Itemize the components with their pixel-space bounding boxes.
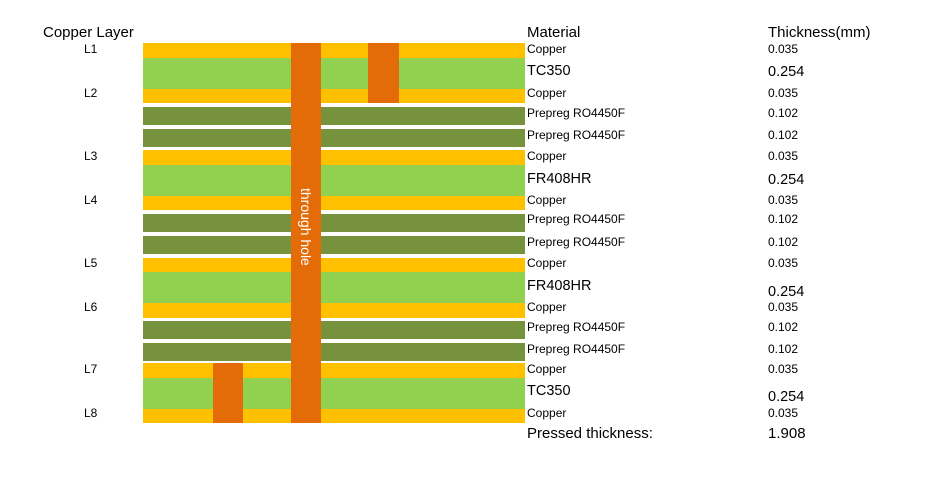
thickness-value: 0.035 — [768, 149, 799, 163]
copper-layer-band — [143, 363, 525, 378]
material-label: Copper — [527, 406, 567, 420]
thickness-value: 0.102 — [768, 212, 799, 226]
thickness-value: 0.035 — [768, 256, 799, 270]
material-label: FR408HR — [527, 171, 592, 187]
material-label: TC350 — [527, 383, 571, 399]
core-layer-band — [143, 58, 525, 89]
copper-layer-label: L7 — [84, 362, 98, 376]
copper-layer-band — [143, 409, 525, 423]
copper-layer-header: Copper Layer — [43, 24, 134, 41]
copper-layer-band — [143, 43, 525, 58]
material-label: Prepreg RO4450F — [527, 320, 626, 334]
pressed-thickness-value: 1.908 — [768, 425, 806, 442]
prepreg-layer-band — [143, 321, 525, 339]
thickness-value: 0.102 — [768, 320, 799, 334]
thickness-value: 0.102 — [768, 128, 799, 142]
copper-layer-label: L8 — [84, 406, 98, 420]
thickness-value: 0.035 — [768, 406, 799, 420]
prepreg-layer-band — [143, 236, 525, 254]
copper-layer-label: L1 — [84, 42, 98, 56]
through-hole-via: through hole — [291, 43, 321, 423]
thickness-value: 0.254 — [768, 389, 805, 405]
material-label: Copper — [527, 149, 567, 163]
core-layer-band — [143, 272, 525, 303]
thickness-value: 0.035 — [768, 86, 799, 100]
thickness-value: 0.035 — [768, 362, 799, 376]
material-label: Prepreg RO4450F — [527, 235, 626, 249]
blind-via-top — [368, 43, 399, 103]
material-label: Prepreg RO4450F — [527, 212, 626, 226]
thickness-value: 0.102 — [768, 342, 799, 356]
material-label: Copper — [527, 362, 567, 376]
core-layer-band — [143, 378, 525, 409]
thickness-value: 0.102 — [768, 106, 799, 120]
copper-layer-label: L2 — [84, 86, 98, 100]
copper-layer-band — [143, 89, 525, 103]
blind-via-bottom — [213, 363, 243, 423]
material-label: Copper — [527, 42, 567, 56]
thickness-value: 0.254 — [768, 172, 805, 188]
material-label: FR408HR — [527, 278, 592, 294]
copper-layer-band — [143, 150, 525, 165]
thickness-header: Thickness(mm) — [768, 24, 871, 41]
prepreg-layer-band — [143, 107, 525, 125]
copper-layer-label: L4 — [84, 193, 98, 207]
through-hole-label: through hole — [298, 188, 314, 266]
material-label: Prepreg RO4450F — [527, 106, 626, 120]
thickness-value: 0.254 — [768, 64, 805, 80]
copper-layer-band — [143, 258, 525, 272]
copper-layer-label: L3 — [84, 149, 98, 163]
thickness-value: 0.102 — [768, 235, 799, 249]
material-label: Copper — [527, 300, 567, 314]
thickness-value: 0.035 — [768, 300, 799, 314]
copper-layer-label: L5 — [84, 256, 98, 270]
thickness-value: 0.035 — [768, 193, 799, 207]
prepreg-layer-band — [143, 214, 525, 232]
prepreg-layer-band — [143, 343, 525, 361]
material-label: Prepreg RO4450F — [527, 128, 626, 142]
pressed-thickness-label: Pressed thickness: — [527, 425, 653, 442]
material-label: Copper — [527, 86, 567, 100]
material-label: Prepreg RO4450F — [527, 342, 626, 356]
thickness-value: 0.035 — [768, 42, 799, 56]
prepreg-layer-band — [143, 129, 525, 147]
copper-layer-band — [143, 303, 525, 318]
material-header: Material — [527, 24, 581, 41]
material-label: Copper — [527, 193, 567, 207]
thickness-value: 0.254 — [768, 284, 805, 300]
copper-layer-band — [143, 196, 525, 210]
material-label: Copper — [527, 256, 567, 270]
material-label: TC350 — [527, 63, 571, 79]
core-layer-band — [143, 165, 525, 196]
copper-layer-label: L6 — [84, 300, 98, 314]
